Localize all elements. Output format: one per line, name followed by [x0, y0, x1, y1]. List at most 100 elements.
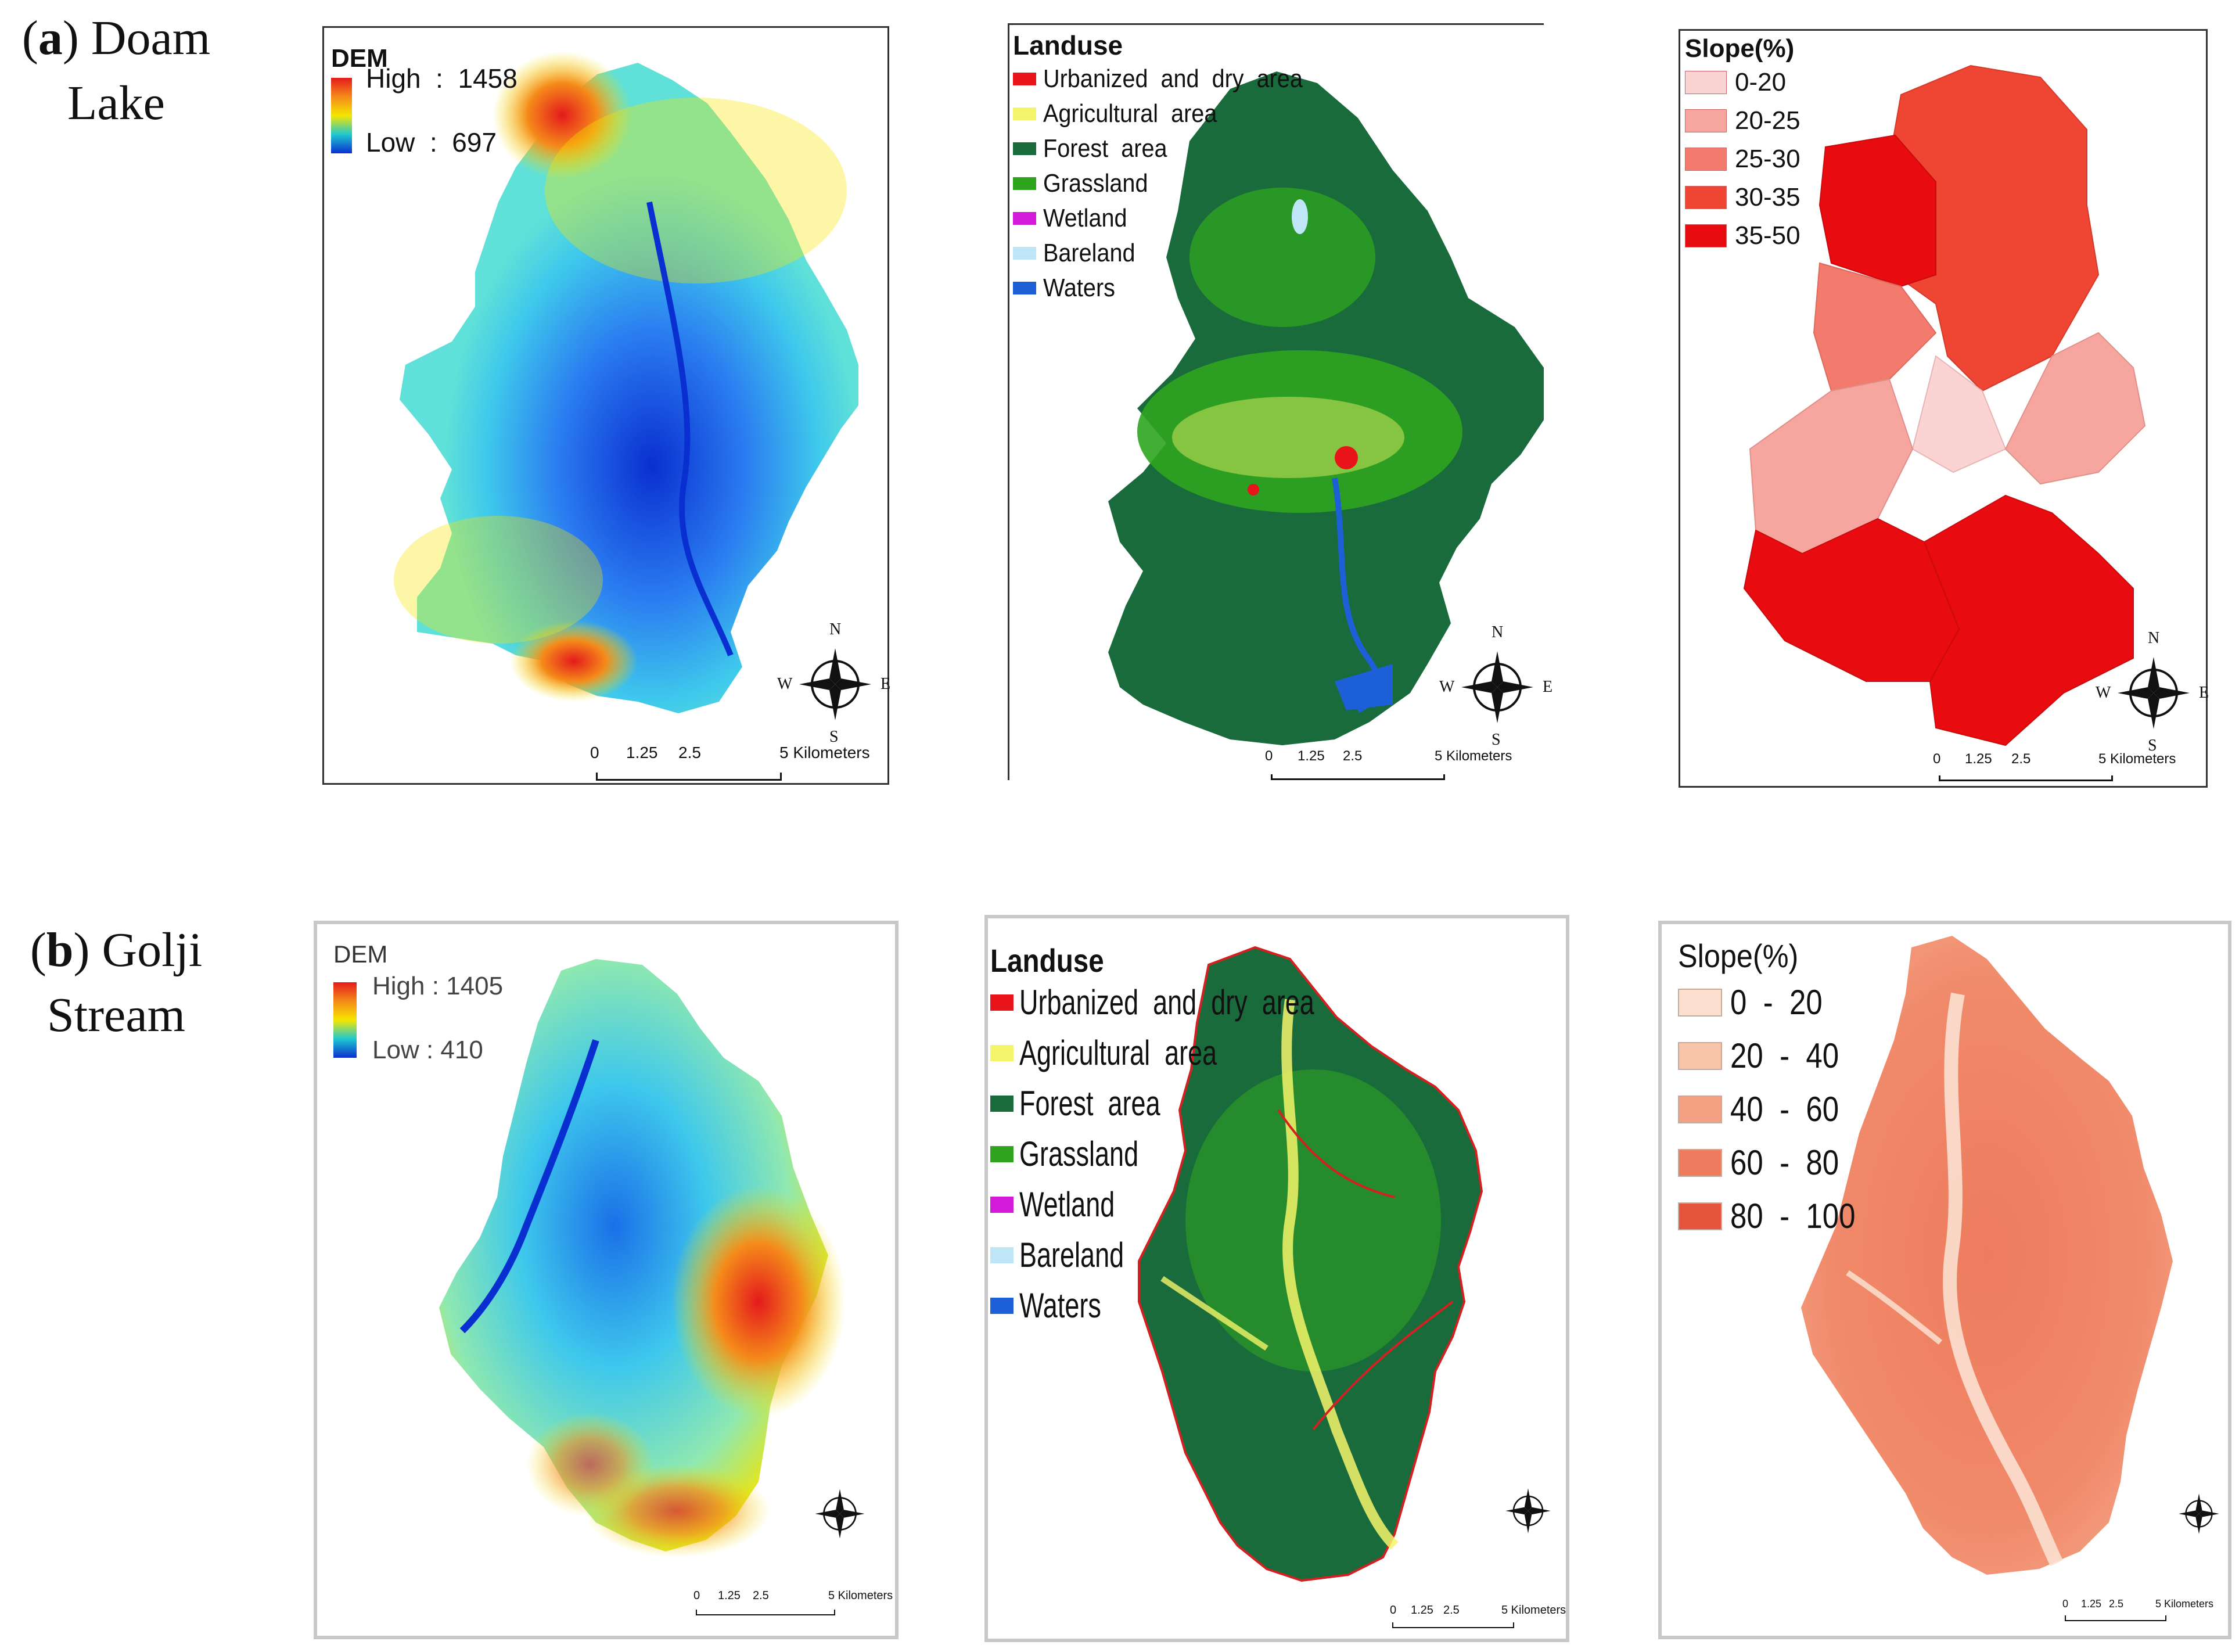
slope-legend-label: 40 - 60 [1730, 1090, 1839, 1129]
landuse-legend-item: Forest area [990, 1083, 1207, 1123]
golji-slope-panel: Slope(%) 0 - 20 20 - 40 40 - 60 60 - 80 80 -… [1658, 921, 2231, 1639]
landuse-legend-swatch [1013, 142, 1036, 155]
landuse-legend-swatch [1013, 177, 1036, 190]
slope-legend-swatch [1685, 148, 1727, 171]
landuse-legend-swatch [1013, 282, 1036, 295]
doam-dem-panel: DEM High : 1458 Low : 697 N S W E 0 1.25… [322, 26, 891, 785]
compass-icon: N S W E [1439, 623, 1553, 749]
landuse-legend-item: Agricultural area [990, 1033, 1283, 1073]
landuse-legend-label: Wetland [1043, 204, 1127, 232]
landuse-legend-label: Bareland [1019, 1236, 1124, 1274]
golji-dem-high: High : 1405 [372, 972, 504, 1000]
doam-watershed-dem [400, 63, 858, 713]
slope-legend-swatch [1678, 1095, 1722, 1123]
landuse-legend-item: Waters [1013, 274, 1123, 303]
landuse-legend-swatch [990, 1095, 1014, 1112]
landuse-legend-swatch [990, 994, 1014, 1011]
landuse-legend-swatch [990, 1297, 1014, 1314]
row-b-label: (b) Golji Stream [30, 923, 203, 1042]
golji-landuse-panel: Landuse Urbanized and dry area Agricultur… [984, 915, 1569, 1642]
golji-dem-legend-title: DEM [333, 940, 388, 968]
landuse-legend-label: Wetland [1019, 1185, 1115, 1224]
slope-legend-item: 0-20 [1685, 68, 1786, 97]
doam-slope-center [1911, 355, 2007, 473]
landuse-legend-item: Grassland [1013, 169, 1160, 198]
doam-landuse-map [1108, 71, 1544, 745]
landuse-legend-label: Bareland [1043, 239, 1135, 267]
doam-slope-nw [1818, 134, 1936, 288]
compass-icon [1499, 1482, 1557, 1540]
landuse-legend-swatch [990, 1044, 1014, 1061]
slope-legend-item: 35-50 [1685, 221, 1800, 250]
slope-legend-swatch [1678, 1042, 1722, 1070]
golji-landuse-legend-title: Landuse [990, 942, 1104, 979]
slope-legend-label: 20 - 40 [1730, 1036, 1839, 1075]
landuse-legend-label: Urbanized and dry area [1019, 983, 1314, 1022]
slope-legend-label: 30-35 [1735, 183, 1800, 211]
doam-slope-map [1743, 64, 2146, 746]
slope-legend-item: 0 - 20 [1678, 982, 1839, 1022]
slope-legend-label: 60 - 80 [1730, 1143, 1839, 1182]
landuse-legend-item: Urbanized and dry area [990, 982, 1413, 1022]
slope-legend-label: 35-50 [1735, 221, 1800, 250]
landuse-legend-swatch [990, 1196, 1014, 1213]
landuse-legend-swatch [1013, 73, 1036, 85]
landuse-legend-label: Urbanized and dry area [1043, 64, 1303, 93]
slope-legend-item: 25-30 [1685, 145, 1800, 174]
slope-legend-swatch [1678, 1148, 1722, 1177]
doam-slope-se [1923, 494, 2134, 746]
doam-slope-panel: Slope(%) 0-20 20-25 25-30 30-35 35-50 N S W … [1679, 29, 2209, 788]
compass-icon [808, 1482, 872, 1546]
doam-dem-color-ramp [331, 78, 352, 153]
landuse-legend-label: Agricultural area [1019, 1033, 1217, 1072]
doam-dem-legend-title: DEM [331, 44, 388, 73]
slope-legend-label: 80 - 100 [1730, 1197, 1856, 1236]
landuse-legend-swatch [1013, 107, 1036, 120]
landuse-legend-item: Urbanized and dry area [1013, 64, 1332, 94]
doam-dem-low: Low : 697 [366, 127, 497, 157]
compass-icon [2173, 1488, 2225, 1540]
slope-legend-item: 20 - 40 [1678, 1036, 1858, 1076]
landuse-legend-swatch [1013, 212, 1036, 225]
slope-legend-swatch [1685, 186, 1727, 209]
golji-dem-map [439, 959, 846, 1557]
landuse-legend-label: Forest area [1019, 1084, 1160, 1123]
doam-slope-legend-title: Slope(%) [1685, 34, 1795, 63]
golji-dem-low: Low : 410 [372, 1036, 483, 1064]
slope-legend-label: 20-25 [1735, 106, 1800, 135]
landuse-legend-item: Wetland [990, 1184, 1147, 1224]
slope-legend-label: 25-30 [1735, 145, 1800, 173]
slope-legend-label: 0 - 20 [1730, 983, 1823, 1022]
golji-landuse-map [1138, 946, 1483, 1582]
landuse-legend-label: Agricultural area [1043, 99, 1217, 128]
compass-icon: N S W E [2096, 629, 2209, 755]
golji-slope-legend-title: Slope(%) [1678, 938, 1799, 974]
slope-legend-swatch [1678, 1202, 1722, 1230]
landuse-legend-label: Grassland [1019, 1134, 1139, 1173]
slope-legend-item: 80 - 100 [1678, 1196, 1878, 1236]
doam-slope-e [2004, 332, 2146, 485]
doam-landuse-panel: Landuse Urbanized and dry area Agricultur… [1008, 23, 1553, 780]
landuse-legend-item: Bareland [1013, 239, 1145, 268]
doam-landuse-scalebar [1271, 774, 1445, 780]
landuse-legend-item: Forest area [1013, 134, 1181, 163]
row-a-label: (a) Doam Lake [21, 11, 211, 130]
slope-legend-item: 40 - 60 [1678, 1089, 1858, 1129]
landuse-legend-item: Wetland [1013, 204, 1137, 233]
golji-landuse-scalebar [1392, 1622, 1514, 1628]
slope-legend-label: 0-20 [1735, 68, 1787, 96]
doam-landuse-legend-title: Landuse [1013, 30, 1123, 60]
golji-slope-map [1801, 936, 2173, 1575]
compass-icon: N S W E [777, 620, 891, 746]
slope-legend-swatch [1678, 988, 1722, 1017]
doam-slope-scalebar [1939, 775, 2113, 781]
landuse-legend-swatch [1013, 247, 1036, 260]
slope-legend-item: 60 - 80 [1678, 1143, 1858, 1183]
golji-dem-color-ramp [333, 982, 357, 1058]
golji-dem-panel: DEM High : 1405 Low : 410 0 1.25 2.5 5 K… [314, 921, 899, 1639]
golji-watershed-slope [1801, 936, 2173, 1575]
landuse-legend-swatch [990, 1145, 1014, 1162]
slope-legend-swatch [1685, 71, 1727, 94]
landuse-legend-item: Grassland [990, 1134, 1178, 1174]
landuse-legend-label: Waters [1019, 1286, 1101, 1325]
